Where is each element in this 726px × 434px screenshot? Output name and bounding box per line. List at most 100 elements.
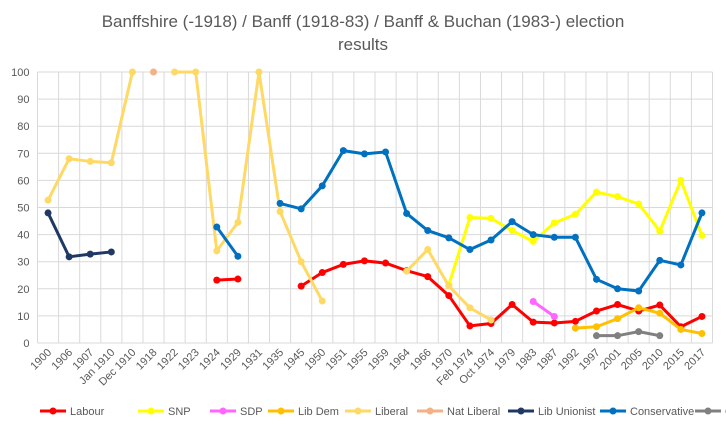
data-point — [65, 155, 73, 163]
data-point — [234, 252, 242, 260]
legend-item: Conservative — [600, 406, 694, 418]
x-tick-label: 2001 — [598, 347, 624, 373]
data-point — [508, 301, 516, 309]
data-point — [424, 227, 432, 235]
y-tick-label: 20 — [17, 284, 29, 296]
data-point — [592, 275, 600, 283]
legend-label: SDP — [240, 406, 263, 418]
data-point — [529, 237, 537, 245]
data-point — [614, 332, 622, 340]
y-tick-label: 0 — [23, 338, 29, 350]
y-tick-label: 90 — [17, 94, 29, 106]
data-point — [445, 282, 453, 290]
series-lib-unionist — [44, 209, 115, 261]
legend-item: Lib Dem — [268, 406, 339, 418]
data-point — [656, 301, 664, 309]
data-point — [65, 253, 73, 261]
legend-label: Nat Liberal — [447, 406, 500, 418]
data-point — [571, 233, 579, 241]
x-tick-label: 1966 — [408, 347, 434, 373]
data-point — [508, 218, 516, 226]
legend-item: Lib Unionist — [508, 406, 595, 418]
x-tick-label: 1929 — [218, 347, 244, 373]
data-point — [656, 227, 664, 235]
data-point — [213, 223, 221, 231]
x-tick-label: 2017 — [682, 347, 708, 373]
legend-item: Liberal — [345, 406, 408, 418]
x-tick-label: 1900 — [28, 347, 54, 373]
series-line — [46, 212, 112, 259]
y-tick-label: 70 — [17, 148, 29, 160]
data-point — [529, 318, 537, 326]
data-point — [107, 248, 115, 256]
data-point — [614, 285, 622, 293]
data-point — [550, 219, 558, 227]
x-tick-label: 1955 — [345, 347, 371, 373]
data-point — [635, 328, 643, 336]
chart-title-line-1: Banffshire (-1918) / Banff (1918-83) / B… — [101, 12, 625, 31]
data-point — [487, 316, 495, 324]
x-tick-label: 1935 — [260, 347, 286, 373]
series-others — [592, 328, 664, 340]
y-tick-label: 40 — [17, 230, 29, 242]
data-point — [698, 209, 706, 217]
x-tick-label: 1922 — [155, 347, 181, 373]
data-point — [424, 273, 432, 281]
x-tick-label: 1951 — [324, 347, 350, 373]
legend-marker — [219, 407, 227, 415]
x-tick-label: 1918 — [134, 347, 160, 373]
data-point — [571, 317, 579, 325]
data-point — [466, 214, 474, 222]
data-point — [318, 269, 326, 277]
data-point — [150, 68, 158, 76]
data-point — [698, 231, 706, 239]
legend-label: Liberal — [375, 406, 408, 418]
series-line — [532, 300, 556, 318]
x-tick-label: 2010 — [640, 347, 666, 373]
data-point — [550, 312, 558, 320]
data-point — [550, 233, 558, 241]
data-point — [360, 257, 368, 265]
data-point — [318, 297, 326, 305]
x-tick-label: 1983 — [514, 347, 540, 373]
data-point — [466, 322, 474, 330]
data-point — [276, 208, 284, 216]
data-point — [487, 236, 495, 244]
data-point — [44, 209, 52, 217]
data-point — [656, 309, 664, 317]
data-point — [614, 315, 622, 323]
series-line — [216, 277, 238, 282]
legend-item: Nat Liberal — [417, 406, 500, 418]
data-point — [698, 330, 706, 338]
legend-marker — [426, 407, 434, 415]
data-point — [592, 307, 600, 315]
y-tick-label: 80 — [17, 121, 29, 133]
series-line — [596, 330, 661, 338]
data-point — [529, 298, 537, 306]
legend-label: Labour — [70, 406, 105, 418]
data-point — [592, 332, 600, 340]
legend-label: Conservative — [630, 406, 694, 418]
data-point — [466, 304, 474, 312]
data-point — [234, 275, 242, 283]
x-tick-label: 1923 — [176, 347, 202, 373]
series-liberal — [44, 68, 495, 324]
legend-item: SNP — [138, 406, 191, 418]
data-point — [234, 218, 242, 226]
legend-marker — [517, 407, 525, 415]
data-point — [360, 150, 368, 158]
legend-label: SNP — [168, 406, 191, 418]
data-point — [276, 199, 284, 207]
x-tick-label: 1945 — [281, 347, 307, 373]
data-point — [635, 304, 643, 312]
data-point — [614, 193, 622, 201]
data-point — [614, 301, 622, 309]
data-point — [86, 250, 94, 258]
data-point — [86, 157, 94, 165]
x-tick-label: 1979 — [492, 347, 518, 373]
legend-item: Others — [695, 406, 726, 418]
series-snp — [445, 176, 706, 289]
series-nat-liberal — [150, 68, 158, 76]
